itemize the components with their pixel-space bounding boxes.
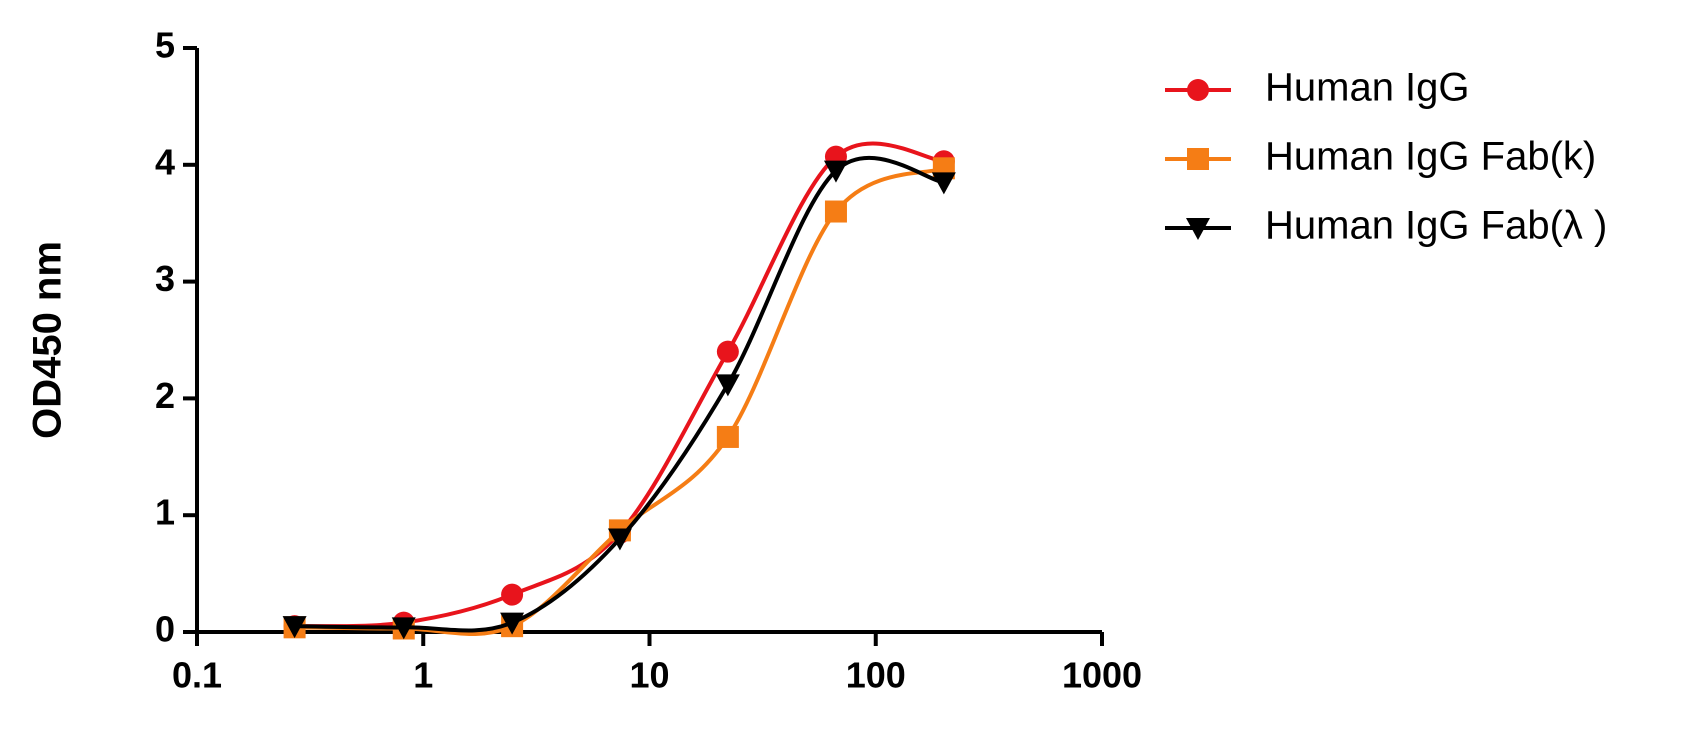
legend-label: Human IgG Fab(λ ) — [1265, 204, 1607, 248]
marker — [715, 374, 740, 397]
x-tick-label: 1000 — [1062, 655, 1142, 696]
y-tick-label: 4 — [155, 141, 175, 182]
marker — [607, 528, 632, 551]
y-tick-label: 1 — [155, 492, 175, 533]
marker — [931, 172, 956, 195]
y-axis-label: OD450 nm — [26, 241, 70, 439]
marker — [282, 616, 307, 639]
marker — [391, 617, 416, 640]
marker — [824, 200, 847, 223]
series-line — [294, 166, 945, 637]
y-tick-label: 0 — [155, 609, 175, 650]
legend-label: Human IgG Fab(k) — [1265, 135, 1596, 179]
marker — [716, 340, 739, 363]
marker — [716, 425, 739, 448]
marker — [823, 160, 848, 183]
marker — [1187, 79, 1209, 101]
marker — [501, 583, 524, 606]
x-tick-label: 100 — [846, 655, 906, 696]
x-tick-label: 10 — [629, 655, 669, 696]
marker — [1186, 218, 1210, 240]
y-tick-label: 3 — [155, 258, 175, 299]
y-tick-label: 5 — [155, 25, 175, 66]
marker — [500, 612, 525, 635]
series-line — [294, 155, 945, 633]
marker — [1187, 148, 1209, 170]
y-tick-label: 2 — [155, 375, 175, 416]
legend-label: Human IgG — [1265, 66, 1470, 110]
x-tick-label: 0.1 — [172, 655, 222, 696]
x-tick-label: 1 — [413, 655, 433, 696]
